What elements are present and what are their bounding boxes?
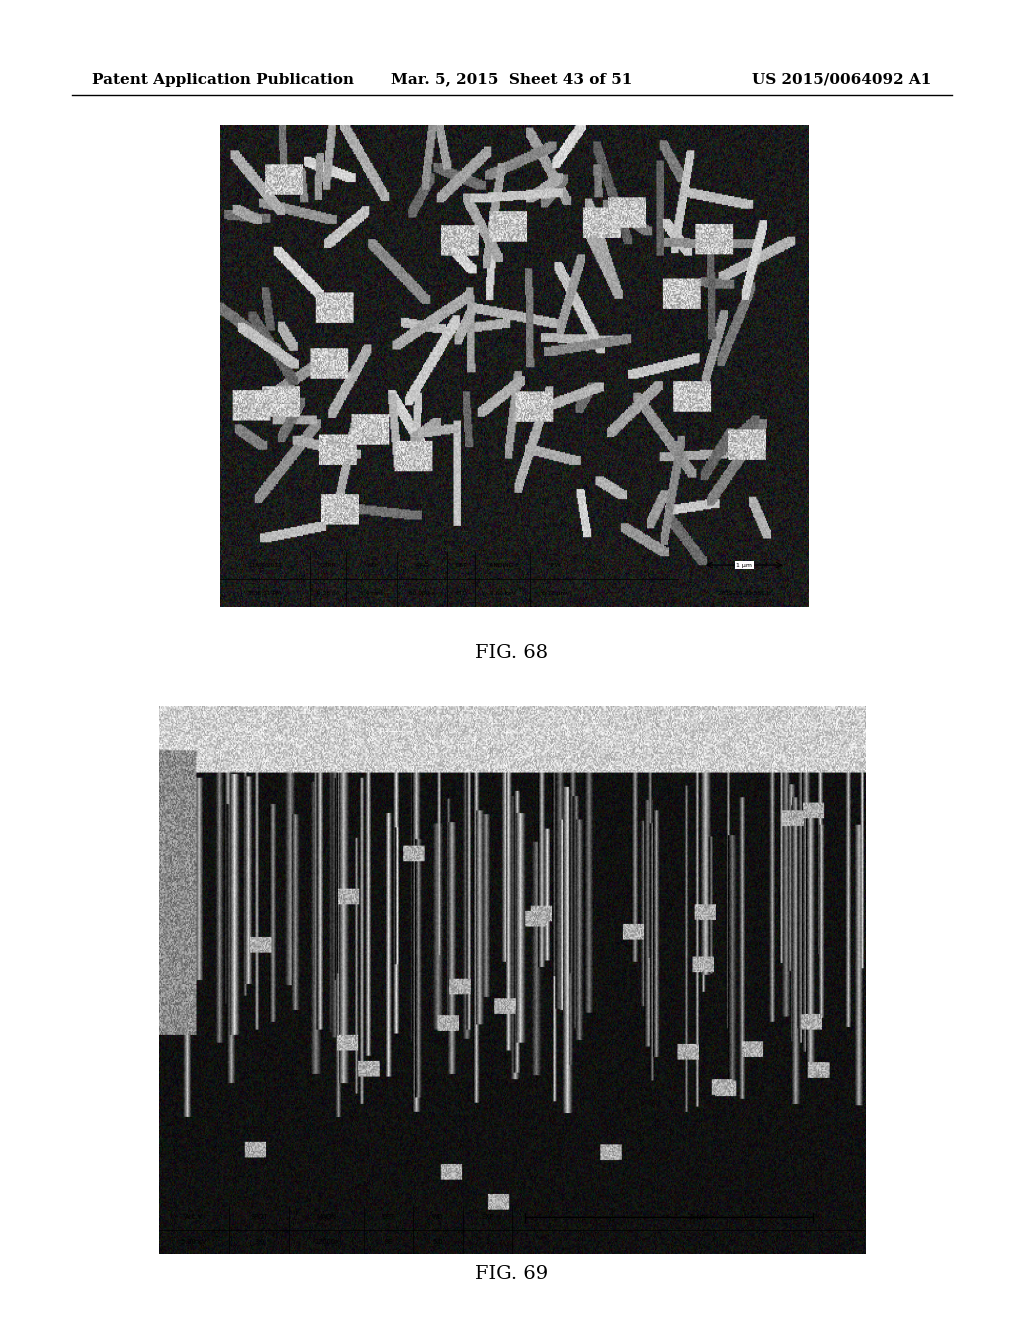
Text: 5.00 kV: 5.00 kV bbox=[181, 1239, 207, 1246]
Text: MAG: MAG bbox=[416, 562, 429, 568]
Text: CURR: CURR bbox=[319, 562, 337, 568]
Text: 0.28 nA: 0.28 nA bbox=[316, 591, 339, 597]
Text: 5.0: 5.0 bbox=[432, 1239, 443, 1246]
Text: 5:38:11 PM: 5:38:11 PM bbox=[249, 591, 282, 597]
Text: DET: DET bbox=[456, 562, 467, 568]
Text: ETD: ETD bbox=[456, 591, 467, 597]
Text: 50 000 x: 50 000 x bbox=[410, 591, 435, 597]
Text: MAGN: MAGN bbox=[316, 1214, 337, 1221]
Text: 2012-10-31 551 b: 2012-10-31 551 b bbox=[718, 591, 770, 597]
Text: EXP: EXP bbox=[481, 1214, 494, 1221]
Text: LANDING E: LANDING E bbox=[486, 562, 519, 568]
Text: DET: DET bbox=[382, 1214, 395, 1221]
Text: 3.0: 3.0 bbox=[254, 1239, 264, 1246]
Text: US 2015/0064092 A1: US 2015/0064092 A1 bbox=[753, 73, 932, 87]
Text: HFW: HFW bbox=[548, 562, 561, 568]
Text: SPOT: SPOT bbox=[251, 1214, 268, 1221]
Text: WD: WD bbox=[432, 1214, 443, 1221]
Text: 12000x: 12000x bbox=[314, 1239, 339, 1246]
Text: 9.60 keV: 9.60 keV bbox=[489, 591, 515, 597]
Text: Patent Application Publication: Patent Application Publication bbox=[92, 73, 354, 87]
Text: 11/20/2012: 11/20/2012 bbox=[248, 562, 282, 568]
Text: FIG. 69: FIG. 69 bbox=[475, 1265, 549, 1283]
Text: 1 μm: 1 μm bbox=[736, 562, 753, 568]
Text: Acc.V: Acc.V bbox=[185, 1214, 203, 1221]
Text: Mar. 5, 2015  Sheet 43 of 51: Mar. 5, 2015 Sheet 43 of 51 bbox=[391, 73, 633, 87]
Text: 5.4 mm: 5.4 mm bbox=[360, 591, 383, 597]
Text: 1: 1 bbox=[485, 1239, 489, 1246]
Text: SE: SE bbox=[384, 1239, 392, 1246]
Text: WD: WD bbox=[367, 562, 377, 568]
Text: FIG. 68: FIG. 68 bbox=[475, 644, 549, 663]
Text: 6.13 μm: 6.13 μm bbox=[542, 591, 566, 597]
Text: 5 μm: 5 μm bbox=[690, 1214, 709, 1221]
